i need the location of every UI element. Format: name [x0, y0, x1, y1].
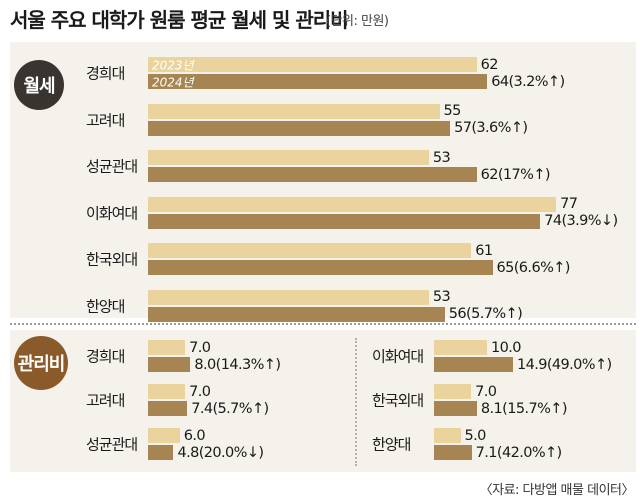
bar-2024	[148, 120, 451, 136]
bar-2024	[148, 445, 174, 460]
bar-2023	[148, 196, 557, 212]
value-label-2023: 55	[443, 103, 462, 119]
value-label-2023: 7.0	[475, 383, 497, 400]
source-note: 〈자료: 다방앱 매물 데이터〉	[479, 483, 635, 498]
university-label: 경희대	[86, 64, 125, 83]
bar-2024	[148, 213, 541, 229]
management-fee-panel	[10, 330, 636, 472]
university-label: 한국외대	[372, 391, 424, 410]
bar-2024	[148, 167, 477, 182]
value-label-2024: 57(3.6%↑)	[454, 120, 528, 136]
bar-2023	[148, 289, 429, 305]
university-label: 한양대	[372, 435, 411, 454]
section-divider	[10, 323, 636, 325]
column-divider	[355, 338, 357, 466]
bar-2023	[148, 384, 186, 399]
bar-2024	[148, 401, 188, 416]
value-label-2024: 62(17%↑)	[480, 166, 551, 183]
value-label-2023: 5.0	[464, 427, 487, 444]
value-label-2023: 53	[432, 149, 451, 166]
value-label-2024: 7.4(5.7%↑)	[191, 400, 269, 417]
value-label-2023: 62	[480, 56, 499, 73]
value-label-2024: 4.8(20.0%↓)	[177, 444, 264, 461]
university-label: 한국외대	[86, 250, 138, 269]
bar-2024	[148, 74, 488, 89]
value-label-2024: 74(3.9%↓)	[544, 213, 618, 229]
value-label-2024: 14.9(49.0%↑)	[516, 356, 612, 373]
bar-2023	[434, 340, 487, 355]
bar-2023	[148, 150, 429, 165]
university-label: 고려대	[86, 391, 125, 410]
bar-2023	[148, 243, 472, 258]
value-label-2023: 53	[432, 289, 451, 305]
unit-label: (단위: 만원)	[326, 14, 389, 29]
bar-2024	[148, 260, 493, 275]
rent-badge: 월세	[14, 60, 64, 110]
bar-2023	[148, 57, 477, 72]
value-label-2023: 7.0	[189, 339, 211, 356]
value-label-2023: 61	[475, 242, 493, 259]
value-label-2024: 8.0(14.3%↑)	[194, 356, 281, 373]
bar-2024	[434, 445, 472, 460]
bar-2023	[148, 103, 440, 119]
value-label-2024: 65(6.6%↑)	[496, 259, 571, 276]
bar-2023	[148, 428, 180, 443]
value-label-2024: 8.1(15.7%↑)	[480, 400, 568, 417]
university-label: 고려대	[86, 111, 125, 129]
bar-2024	[434, 357, 513, 372]
value-label-2024: 7.1(42.0%↑)	[475, 444, 563, 461]
university-label: 이화여대	[372, 347, 424, 366]
university-label: 한양대	[86, 297, 125, 315]
bar-2024	[434, 401, 477, 416]
management-fee-badge: 관리비	[14, 336, 68, 390]
bar-2024	[148, 306, 445, 322]
university-label: 경희대	[86, 347, 125, 366]
chart-title: 서울 주요 대학가 원룸 평균 월세 및 관리비	[10, 8, 349, 32]
value-label-2023: 77	[560, 196, 578, 212]
university-label: 이화여대	[86, 204, 138, 222]
university-label: 성균관대	[86, 435, 138, 454]
bar-2024	[148, 357, 191, 372]
value-label-2023: 10.0	[491, 339, 521, 356]
value-label-2024: 56(5.7%↑)	[448, 306, 523, 322]
value-label-2024: 64(3.2%↑)	[491, 73, 565, 90]
bar-2023	[148, 340, 186, 355]
bar-2023	[434, 428, 461, 443]
value-label-2023: 7.0	[189, 383, 211, 400]
legend-2024: 2024년	[152, 75, 194, 89]
value-label-2023: 6.0	[183, 427, 206, 444]
legend-2023: 2023년	[152, 58, 194, 72]
university-label: 성균관대	[86, 157, 138, 176]
bar-2023	[434, 384, 472, 399]
